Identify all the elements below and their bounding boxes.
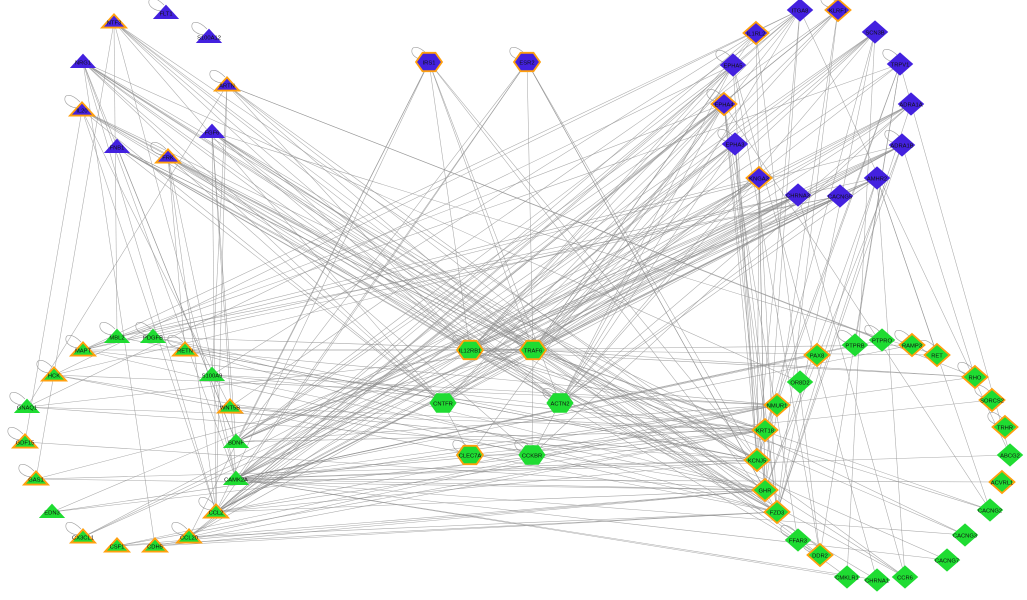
svg-text:GHR: GHR — [759, 488, 772, 494]
svg-text:ESR2: ESR2 — [519, 60, 534, 66]
svg-text:FZD3: FZD3 — [770, 510, 785, 516]
svg-text:KRT18: KRT18 — [756, 428, 774, 434]
svg-text:IL12RB1: IL12RB1 — [459, 348, 482, 354]
svg-text:RET: RET — [931, 353, 943, 359]
svg-text:TRPV1: TRPV1 — [891, 62, 910, 68]
svg-text:CCKBR: CCKBR — [522, 453, 542, 459]
svg-text:FGF6: FGF6 — [205, 130, 220, 136]
svg-text:ARTN: ARTN — [219, 83, 235, 89]
svg-text:ADRA1A: ADRA1A — [899, 102, 922, 108]
svg-text:RAMP3: RAMP3 — [902, 343, 922, 349]
svg-text:FFAR3: FFAR3 — [789, 538, 807, 544]
svg-text:S100A12: S100A12 — [197, 35, 221, 41]
svg-text:TRHR: TRHR — [997, 425, 1013, 431]
svg-text:CAMK2A: CAMK2A — [224, 477, 248, 483]
svg-text:EPHA5: EPHA5 — [723, 63, 742, 69]
svg-text:WNT5B: WNT5B — [220, 405, 240, 411]
svg-text:AMHR2: AMHR2 — [867, 176, 887, 182]
svg-text:ITGA8: ITGA8 — [792, 8, 809, 14]
svg-text:GDF15: GDF15 — [16, 440, 35, 446]
svg-text:ABCG2: ABCG2 — [1000, 453, 1020, 459]
svg-text:FNB1: FNB1 — [110, 145, 125, 151]
svg-text:NTF3: NTF3 — [107, 20, 122, 26]
svg-text:CHRNA1: CHRNA1 — [865, 578, 889, 584]
svg-text:RHO: RHO — [969, 375, 982, 381]
svg-text:FLT1: FLT1 — [159, 11, 172, 17]
svg-text:CX3CL1: CX3CL1 — [72, 535, 94, 541]
svg-text:CACNG3: CACNG3 — [953, 533, 977, 539]
svg-text:S100A9: S100A9 — [202, 373, 223, 379]
svg-text:HCK: HCK — [48, 373, 60, 379]
svg-text:IL1RL2: IL1RL2 — [747, 31, 766, 37]
svg-text:CCL2: CCL2 — [209, 510, 224, 516]
svg-text:NRG1: NRG1 — [75, 60, 91, 66]
svg-text:MBL2: MBL2 — [109, 335, 124, 341]
svg-text:DDR2: DDR2 — [812, 553, 828, 559]
svg-text:CDH5: CDH5 — [147, 544, 163, 550]
svg-text:PTPRB: PTPRB — [845, 343, 864, 349]
svg-text:EPHA4: EPHA4 — [714, 102, 734, 108]
svg-text:KCNJ5: KCNJ5 — [748, 458, 766, 464]
svg-text:OR8D2: OR8D2 — [790, 380, 809, 386]
svg-text:IRS1: IRS1 — [423, 60, 436, 66]
svg-text:GAS1: GAS1 — [28, 477, 43, 483]
svg-text:MAPT: MAPT — [75, 348, 92, 354]
svg-text:ACVRL1: ACVRL1 — [991, 480, 1014, 486]
svg-text:KNGA3: KNGA3 — [749, 176, 769, 182]
svg-text:NMUR1: NMUR1 — [767, 403, 788, 409]
svg-text:CACNG2: CACNG2 — [978, 508, 1002, 514]
svg-text:FRK: FRK — [162, 155, 174, 161]
svg-text:ADRA1B: ADRA1B — [890, 143, 913, 149]
svg-text:CCR6: CCR6 — [897, 575, 913, 581]
svg-text:CNTFR: CNTFR — [433, 401, 453, 407]
svg-text:PAX8: PAX8 — [810, 353, 824, 359]
svg-text:EDN3: EDN3 — [44, 510, 59, 516]
svg-text:SCN3B: SCN3B — [865, 30, 884, 36]
svg-text:RETN: RETN — [177, 348, 193, 354]
svg-text:CACNG5: CACNG5 — [828, 194, 852, 200]
svg-text:CHRNA3: CHRNA3 — [786, 193, 810, 199]
svg-text:PTPRO: PTPRO — [872, 338, 892, 344]
svg-text:CLEC7A: CLEC7A — [459, 453, 482, 459]
svg-text:TRAF6: TRAF6 — [524, 348, 542, 354]
svg-text:BDNF: BDNF — [228, 440, 244, 446]
svg-text:ACTN2: ACTN2 — [550, 401, 569, 407]
svg-text:IL20: IL20 — [76, 108, 87, 114]
svg-text:PDGFB: PDGFB — [143, 335, 163, 341]
svg-text:CMKLR1: CMKLR1 — [835, 575, 859, 581]
svg-text:SORCS2: SORCS2 — [980, 398, 1004, 404]
svg-text:CSF1: CSF1 — [110, 544, 125, 550]
svg-text:KLRF1: KLRF1 — [829, 8, 847, 14]
svg-text:EPHA3: EPHA3 — [725, 142, 744, 148]
svg-text:GNAQ1: GNAQ1 — [17, 405, 37, 411]
svg-text:CACNG7: CACNG7 — [935, 558, 959, 564]
svg-text:CCL20: CCL20 — [180, 535, 198, 541]
